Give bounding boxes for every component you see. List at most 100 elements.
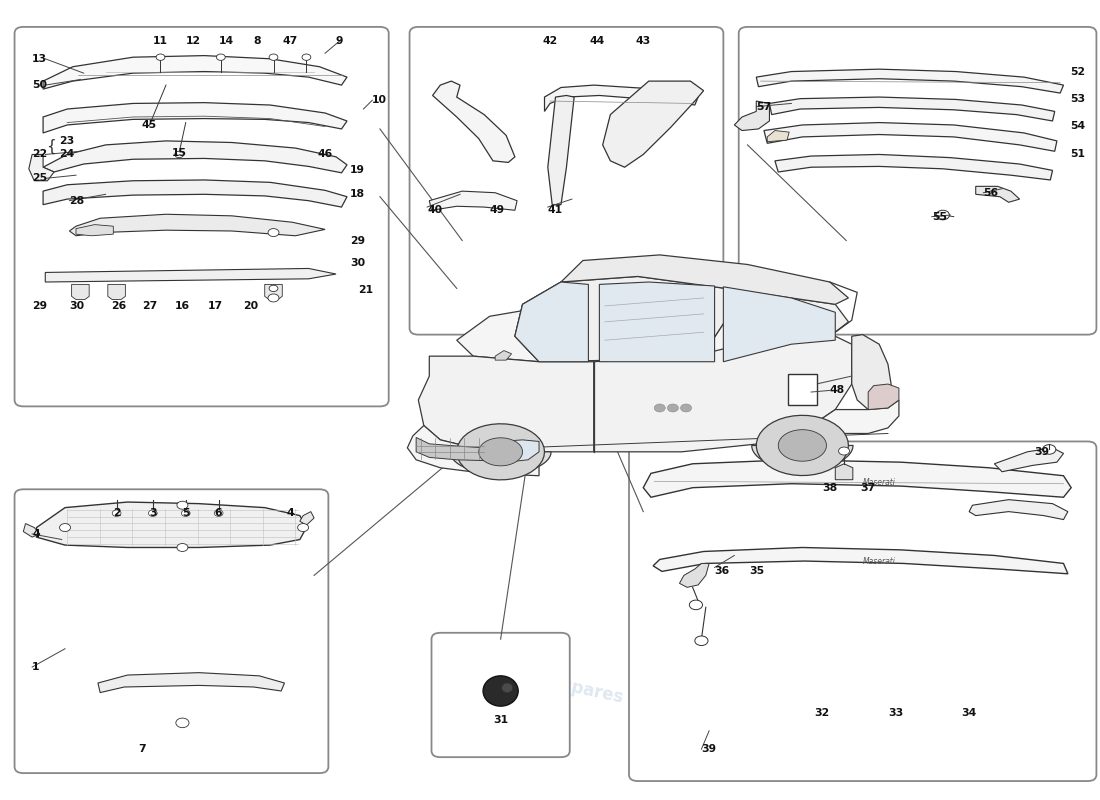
Circle shape	[654, 404, 666, 412]
Text: eurospares: eurospares	[870, 189, 977, 229]
Circle shape	[156, 54, 165, 60]
Circle shape	[838, 447, 849, 455]
Text: 50: 50	[32, 80, 47, 90]
Text: 5: 5	[182, 508, 189, 518]
Circle shape	[268, 229, 279, 237]
Text: 39: 39	[702, 744, 716, 754]
Polygon shape	[45, 269, 336, 282]
Polygon shape	[757, 69, 1064, 93]
Polygon shape	[43, 56, 346, 89]
Circle shape	[1043, 445, 1056, 454]
Polygon shape	[76, 225, 113, 236]
Text: 24: 24	[59, 150, 75, 159]
Polygon shape	[764, 122, 1057, 151]
Text: 30: 30	[350, 258, 365, 268]
Text: 29: 29	[32, 301, 47, 311]
Circle shape	[270, 54, 278, 60]
Polygon shape	[644, 460, 1071, 498]
Circle shape	[112, 510, 121, 516]
Text: 6: 6	[214, 508, 222, 518]
Polygon shape	[43, 102, 346, 133]
Circle shape	[270, 285, 278, 291]
Circle shape	[176, 718, 189, 728]
Polygon shape	[429, 191, 517, 210]
Polygon shape	[407, 426, 539, 476]
Text: 30: 30	[69, 301, 85, 311]
Text: 16: 16	[175, 301, 190, 311]
Polygon shape	[724, 286, 835, 362]
Text: 53: 53	[1070, 94, 1086, 104]
Text: 51: 51	[1070, 150, 1086, 159]
Text: eurospares: eurospares	[518, 396, 625, 436]
Polygon shape	[757, 415, 848, 475]
Circle shape	[177, 543, 188, 551]
Polygon shape	[478, 438, 522, 466]
Polygon shape	[969, 500, 1068, 519]
Text: 33: 33	[888, 707, 903, 718]
Text: 2: 2	[113, 508, 120, 518]
FancyBboxPatch shape	[431, 633, 570, 757]
Polygon shape	[456, 298, 791, 362]
FancyBboxPatch shape	[14, 490, 329, 773]
Polygon shape	[515, 277, 848, 362]
Text: 38: 38	[822, 482, 837, 493]
Text: 23: 23	[59, 136, 75, 146]
Text: 11: 11	[153, 36, 168, 46]
Text: 41: 41	[548, 206, 563, 215]
Text: 3: 3	[148, 508, 156, 518]
Text: 17: 17	[208, 301, 223, 311]
Polygon shape	[769, 97, 1055, 121]
Polygon shape	[594, 332, 851, 452]
Text: 52: 52	[1070, 66, 1086, 77]
Circle shape	[214, 510, 223, 516]
Polygon shape	[515, 277, 726, 362]
Text: 42: 42	[542, 36, 558, 46]
Polygon shape	[779, 430, 826, 462]
Text: 36: 36	[715, 566, 729, 577]
Circle shape	[668, 404, 679, 412]
Text: 28: 28	[69, 196, 85, 206]
Text: 15: 15	[172, 148, 187, 158]
Circle shape	[148, 510, 157, 516]
Circle shape	[298, 523, 309, 531]
FancyBboxPatch shape	[409, 27, 724, 334]
Text: Maserati: Maserati	[862, 478, 895, 486]
Polygon shape	[548, 95, 574, 205]
Text: 4: 4	[286, 508, 294, 518]
Text: 12: 12	[186, 36, 201, 46]
Polygon shape	[72, 285, 89, 299]
Circle shape	[182, 510, 190, 516]
Polygon shape	[450, 452, 551, 474]
Ellipse shape	[483, 676, 518, 706]
Polygon shape	[456, 424, 544, 480]
Polygon shape	[484, 440, 539, 462]
Text: 8: 8	[253, 36, 261, 46]
Polygon shape	[851, 334, 892, 412]
Text: 54: 54	[1070, 121, 1086, 130]
Polygon shape	[416, 438, 484, 461]
Polygon shape	[515, 282, 589, 362]
Text: 21: 21	[358, 285, 373, 295]
Text: 37: 37	[860, 482, 876, 493]
Circle shape	[936, 210, 949, 220]
Text: 20: 20	[243, 301, 257, 311]
Text: 1: 1	[32, 662, 40, 672]
Text: 9: 9	[336, 36, 343, 46]
Text: eurospares: eurospares	[151, 603, 257, 643]
Circle shape	[177, 502, 188, 510]
Circle shape	[217, 54, 226, 60]
Ellipse shape	[502, 683, 513, 693]
Polygon shape	[835, 464, 852, 480]
Text: 31: 31	[493, 715, 508, 726]
Text: Maserati: Maserati	[862, 557, 895, 566]
Polygon shape	[868, 384, 899, 410]
Circle shape	[175, 151, 184, 158]
FancyBboxPatch shape	[788, 374, 816, 405]
Text: 26: 26	[111, 301, 126, 311]
Text: 43: 43	[636, 36, 651, 46]
Circle shape	[59, 523, 70, 531]
Text: 55: 55	[932, 212, 947, 222]
Text: 39: 39	[1034, 447, 1049, 457]
Polygon shape	[43, 141, 346, 173]
Polygon shape	[774, 154, 1053, 180]
